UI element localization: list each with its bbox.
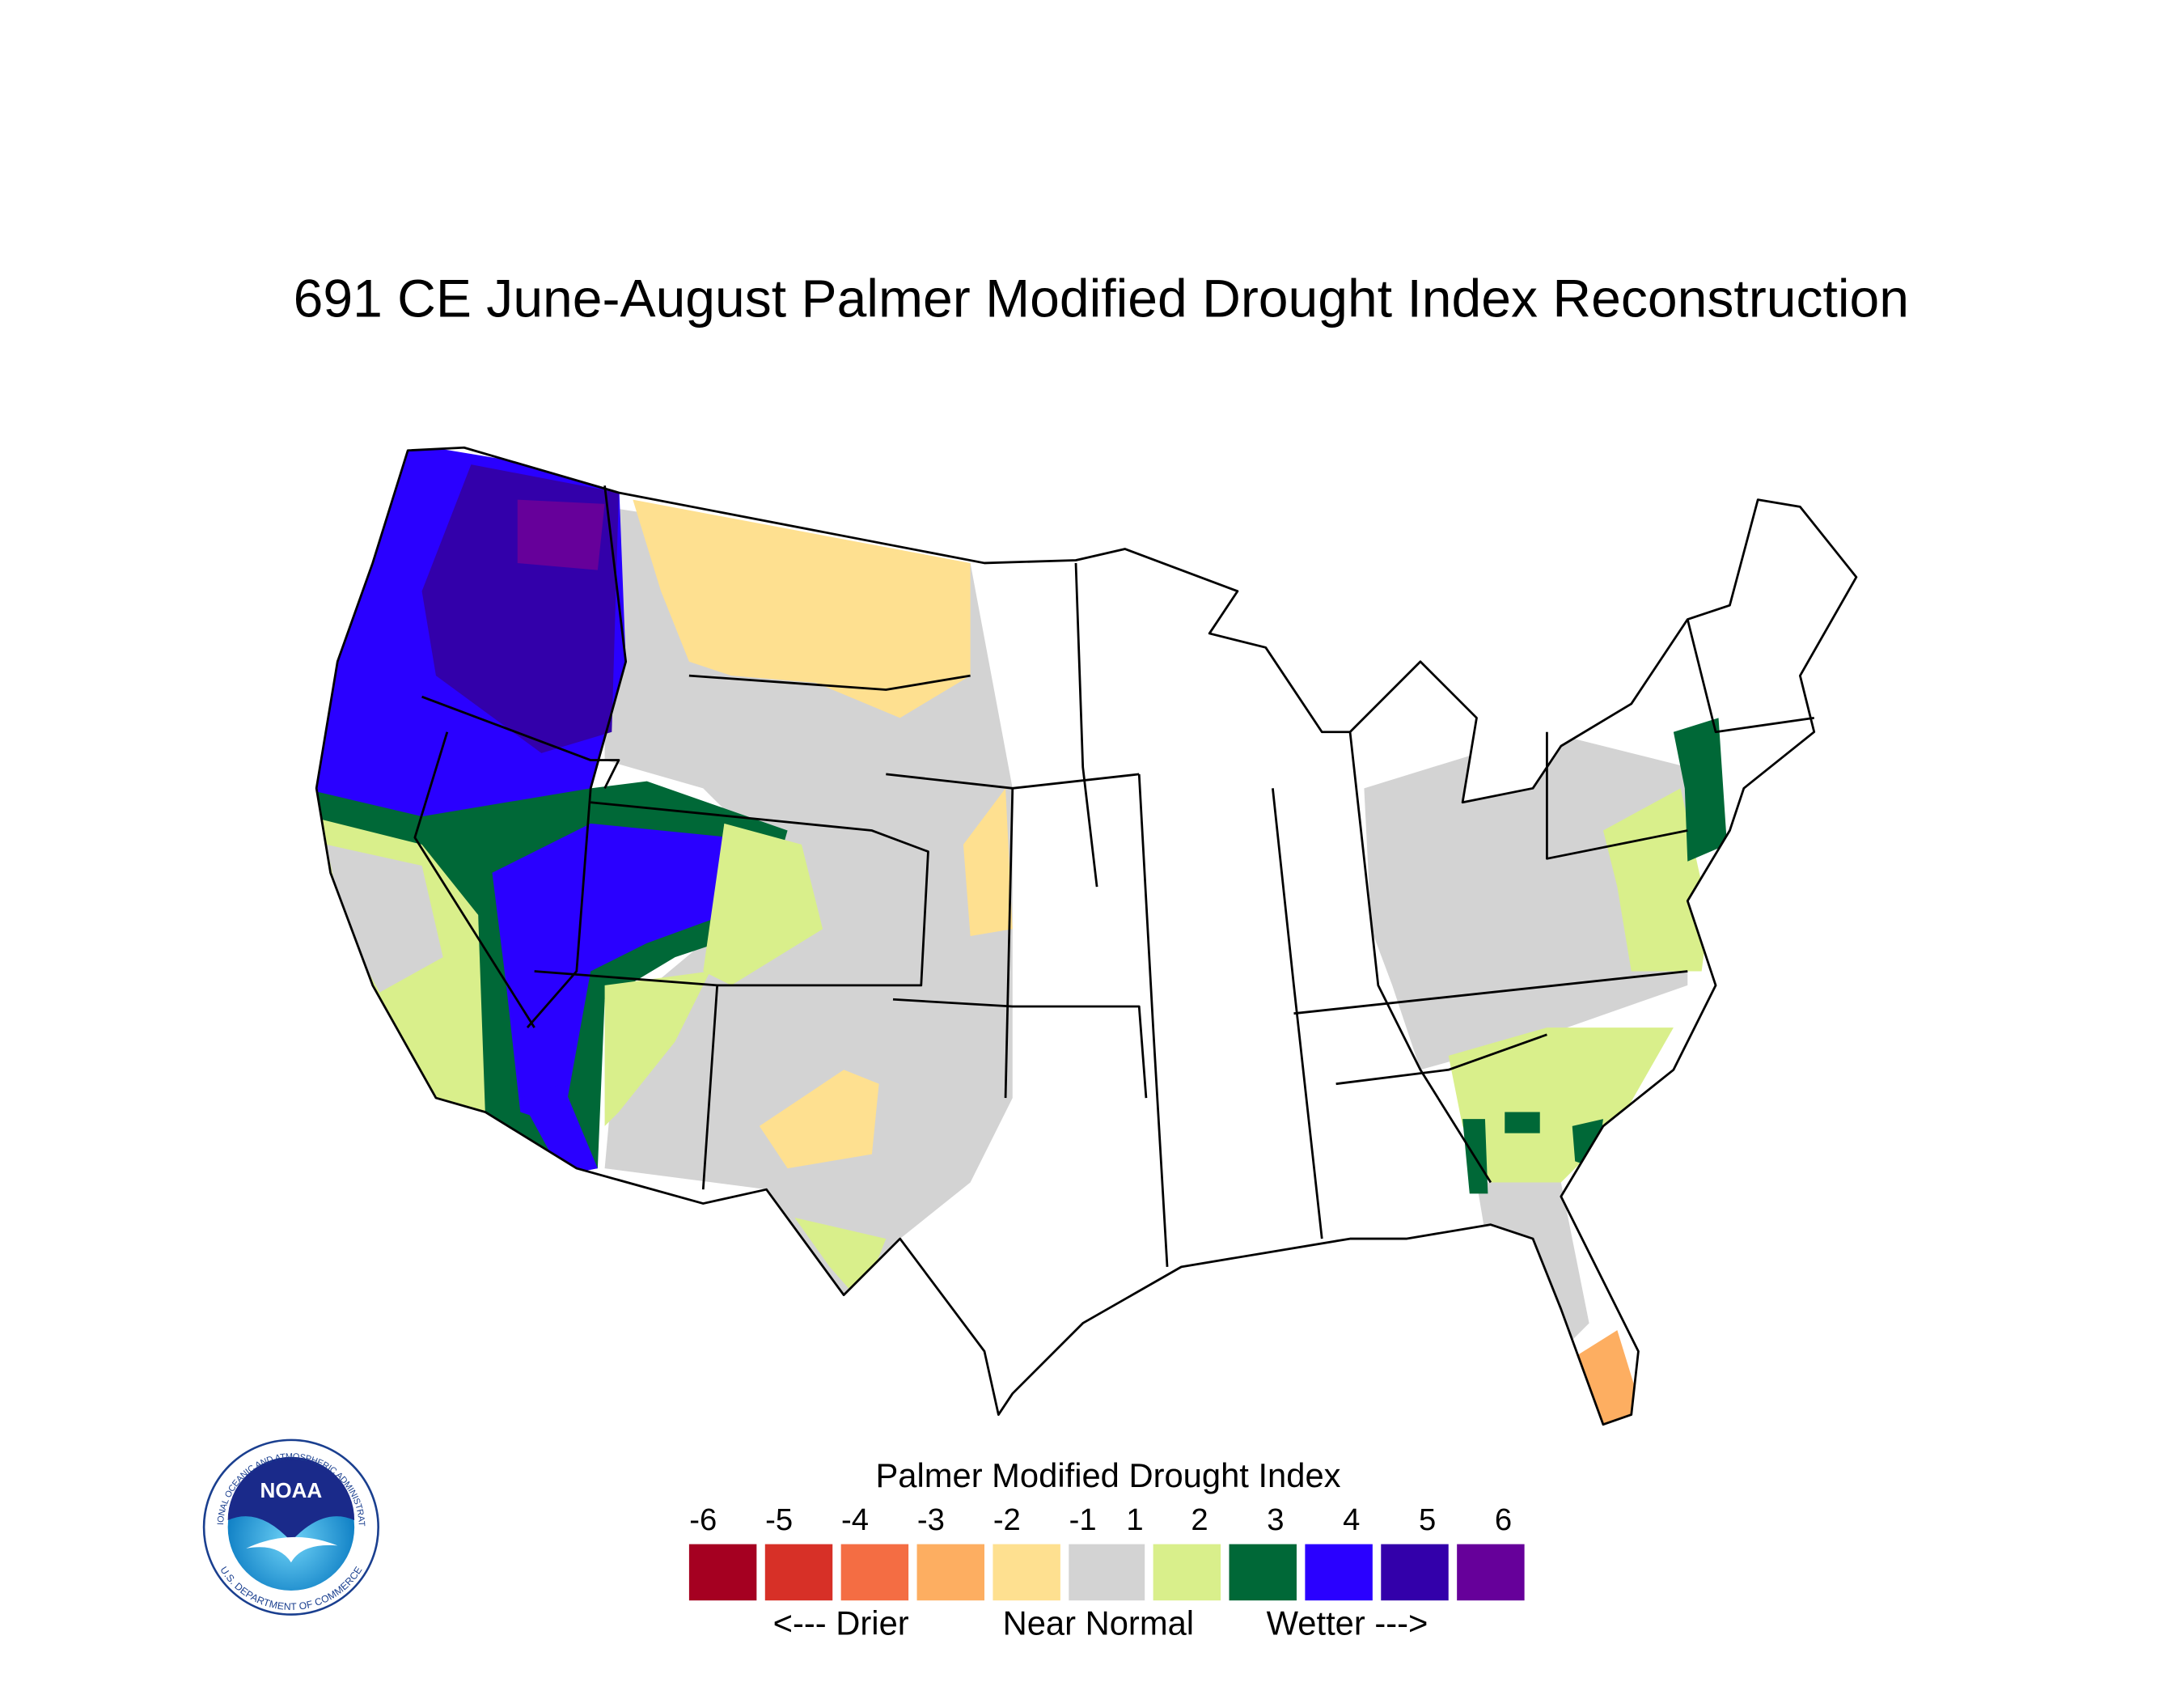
region <box>604 971 710 1126</box>
legend-swatch <box>1457 1544 1525 1601</box>
legend-swatch <box>1069 1544 1145 1601</box>
region <box>633 499 971 718</box>
region <box>1673 718 1727 862</box>
logo-name: NOAA <box>260 1478 322 1502</box>
region <box>1364 731 1688 1070</box>
region <box>520 1083 598 1176</box>
region <box>759 1070 879 1169</box>
region <box>1505 1112 1540 1133</box>
logo-sky <box>227 1456 355 1542</box>
legend-caption: Near Normal <box>1003 1604 1194 1642</box>
legend-tick-label: -4 <box>841 1502 869 1537</box>
region <box>703 823 823 985</box>
legend-swatch <box>1381 1544 1449 1601</box>
legend-tick-label: 2 <box>1191 1502 1208 1537</box>
legend-tick-label: 5 <box>1419 1502 1436 1537</box>
legend-tick-label: 4 <box>1343 1502 1360 1537</box>
legend-caption: <--- Drier <box>773 1604 909 1642</box>
legend-tick-label: 1 <box>1126 1502 1143 1537</box>
legend-swatch <box>764 1544 833 1601</box>
us-outline <box>315 446 1858 1426</box>
legend-tick-label: -1 <box>1069 1502 1097 1537</box>
legend-swatch <box>916 1544 984 1601</box>
legend-swatch <box>688 1544 757 1601</box>
legend-tick-label: 3 <box>1267 1502 1284 1537</box>
legend-swatch <box>1305 1544 1373 1601</box>
region <box>963 788 1013 937</box>
map-title: 691 CE June-August Palmer Modified Droug… <box>294 269 1909 329</box>
region <box>1602 788 1709 972</box>
legend-swatch <box>1229 1544 1297 1601</box>
legend-tick-label: -2 <box>993 1502 1021 1537</box>
legend-swatch <box>1153 1544 1221 1601</box>
legend-tick-label: -6 <box>689 1502 717 1537</box>
region <box>492 823 732 1126</box>
legend-swatch <box>840 1544 909 1601</box>
legend-title: Palmer Modified Drought Index <box>875 1456 1340 1494</box>
legend-swatch <box>993 1544 1060 1601</box>
region <box>326 844 443 993</box>
drought-grid <box>316 447 1727 1425</box>
legend-tick-label: 6 <box>1495 1502 1512 1537</box>
region <box>1448 1027 1674 1183</box>
region <box>517 499 605 570</box>
legend: Palmer Modified Drought Index -6 -5 -4 -3 -2… <box>688 1456 1525 1642</box>
state-borders <box>315 446 1858 1426</box>
logo-gull <box>246 1536 338 1563</box>
legend-caption: Wetter ---> <box>1267 1604 1428 1642</box>
legend-tick-label: -3 <box>917 1502 945 1537</box>
legend-tick-label: -5 <box>765 1502 793 1537</box>
